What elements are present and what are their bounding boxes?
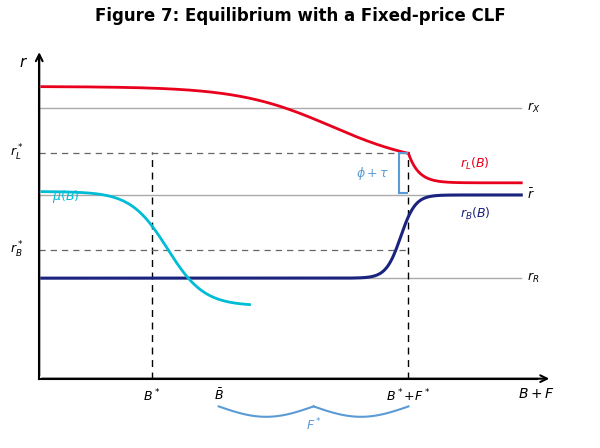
Text: $B + F$: $B + F$ [518,388,555,401]
Text: $B^*\!+\!F^*$: $B^*\!+\!F^*$ [386,388,431,404]
Text: $B^*$: $B^*$ [143,388,161,404]
Text: $\phi + \tau$: $\phi + \tau$ [356,165,389,182]
Text: $r^*_B$: $r^*_B$ [10,241,24,260]
Text: $F^*$: $F^*$ [305,417,322,433]
Text: $r_B(B)$: $r_B(B)$ [460,206,490,222]
Text: $\bar{B}$: $\bar{B}$ [214,388,224,403]
Text: $r_L(B)$: $r_L(B)$ [460,156,490,172]
Text: $r^*_L$: $r^*_L$ [10,143,24,164]
Text: $r_R$: $r_R$ [527,271,540,285]
Text: $r_X$: $r_X$ [527,101,541,115]
Text: $\mu(B)$: $\mu(B)$ [52,188,79,205]
Text: $r$: $r$ [19,55,28,70]
Text: $\bar{r}$: $\bar{r}$ [527,188,535,202]
Title: Figure 7: Equilibrium with a Fixed-price CLF: Figure 7: Equilibrium with a Fixed-price… [95,7,506,25]
